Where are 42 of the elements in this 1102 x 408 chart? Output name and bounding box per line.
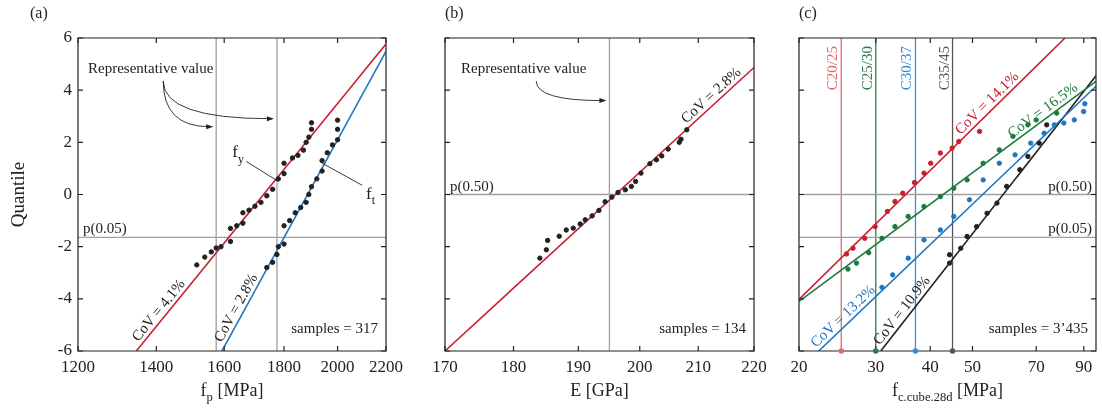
x-tick-label: 1400 <box>139 356 174 376</box>
y-tick-label: -2 <box>57 236 72 256</box>
x-tick-label: 200 <box>627 356 653 376</box>
x-tick-label: 220 <box>741 356 767 376</box>
ref-line-label: C20/25 <box>824 45 841 91</box>
annotation: samples = 317 <box>291 320 379 336</box>
ref-line-label: p(0.50) <box>450 177 494 195</box>
ref-line-label: p(0.50) <box>1048 177 1093 195</box>
y-axis-title: Quantile <box>7 161 28 228</box>
annotation: Representative value <box>88 60 214 76</box>
x-tick-label: 30 <box>867 356 885 376</box>
x-tick-label: 2000 <box>320 356 355 376</box>
y-tick-label: 0 <box>63 183 72 203</box>
y-tick-label: 2 <box>63 131 72 151</box>
ref-line-label: p(0.05) <box>1048 220 1093 238</box>
chart-title: (c) <box>799 4 817 22</box>
annotation: samples = 134 <box>659 320 747 336</box>
y-tick-label: -4 <box>57 288 73 308</box>
x-tick-label: 90 <box>1075 356 1093 376</box>
x-tick-label: 40 <box>921 356 939 376</box>
annotation: samples = 3’435 <box>988 320 1088 336</box>
x-tick-label: 2200 <box>369 356 403 376</box>
x-tick-label: 1600 <box>207 356 242 376</box>
x-tick-label: 20 <box>790 356 808 376</box>
x-tick-label: 210 <box>685 356 711 376</box>
x-tick-label: 190 <box>565 356 592 376</box>
text: CoV = 2.8% <box>210 270 261 345</box>
ref-line-label: p(0.05) <box>83 220 127 238</box>
x-tick-label: 1800 <box>267 356 302 376</box>
x-axis-title: E [GPa] <box>570 380 629 400</box>
chart-title: (b) <box>445 4 464 22</box>
ref-line-label: C35/45 <box>935 45 952 91</box>
x-tick-label: 70 <box>1027 356 1045 376</box>
y-tick-label: 6 <box>63 27 72 47</box>
annotation: Representative value <box>461 60 587 76</box>
x-tick-label: 50 <box>963 356 981 376</box>
y-tick-label: 4 <box>63 79 73 99</box>
chart-title: (a) <box>30 4 48 22</box>
ref-line-label: C30/37 <box>898 45 915 91</box>
x-tick-label: 180 <box>500 356 527 376</box>
x-tick-label: 170 <box>432 356 458 376</box>
ref-line-label: C25/30 <box>858 45 875 91</box>
